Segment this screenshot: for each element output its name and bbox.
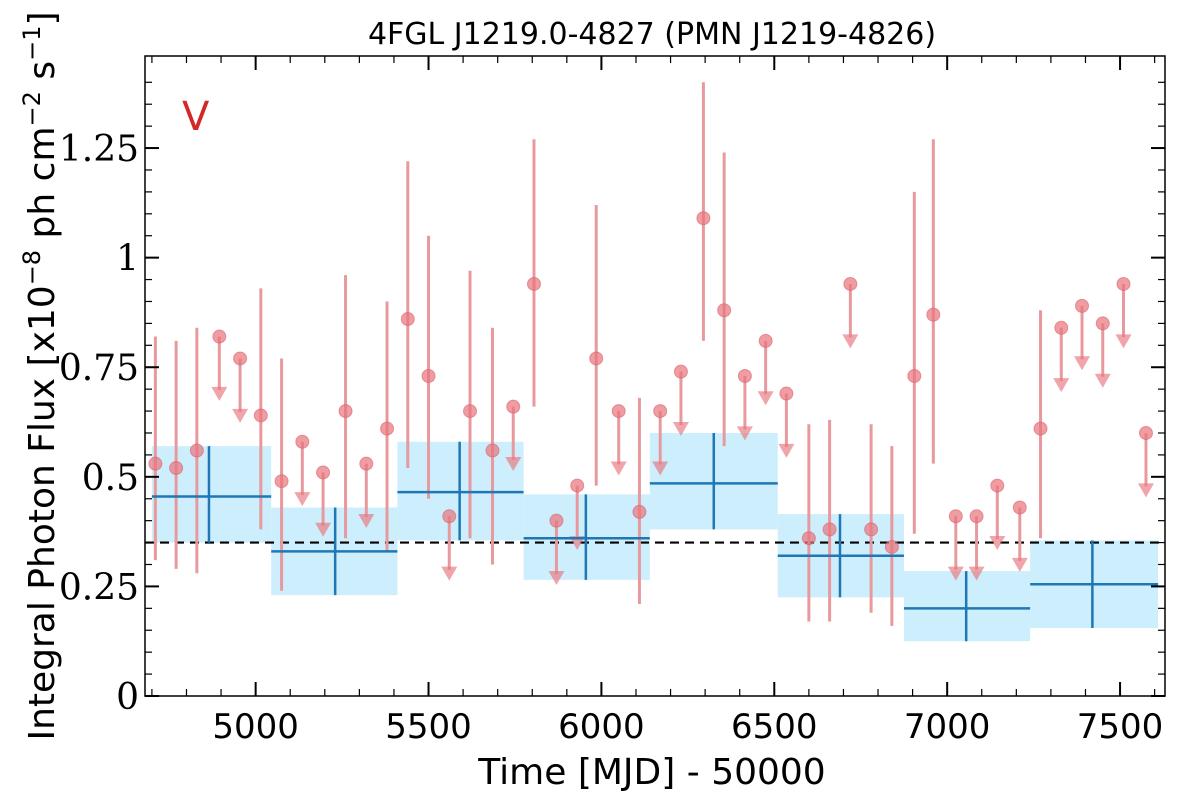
upper-limit-arrow — [315, 522, 332, 537]
upper-limit-point — [948, 509, 963, 524]
x-tick-label: 5500 — [385, 707, 472, 747]
upper-limit-arrow — [358, 514, 375, 529]
detection-point — [589, 351, 604, 366]
detection-point — [485, 443, 500, 458]
upper-limit-arrow — [294, 492, 311, 507]
detection-point — [632, 504, 647, 519]
upper-limit-arrow — [672, 421, 689, 436]
upper-limit-point — [611, 404, 626, 419]
upper-limit-arrow — [778, 443, 795, 458]
y-tick-label: 0.5 — [82, 458, 139, 499]
x-tick-label: 7000 — [904, 707, 991, 747]
x-tick-label: 7500 — [1077, 707, 1164, 747]
upper-limit-point — [1138, 425, 1153, 440]
upper-limit-point — [1095, 316, 1110, 331]
detection-point — [864, 522, 879, 537]
upper-limit-point — [506, 399, 521, 414]
detection-point — [148, 456, 163, 471]
upper-limit-arrow — [842, 334, 859, 349]
detection-point — [380, 421, 395, 436]
detection-point — [884, 539, 899, 554]
upper-limit-arrow — [1115, 334, 1132, 349]
upper-limit-arrow — [1053, 378, 1070, 393]
plot-frame — [144, 55, 1166, 697]
detection-point — [696, 211, 711, 226]
x-tick-label: 5000 — [212, 707, 299, 747]
detection-point — [421, 369, 436, 383]
detection-point — [717, 303, 732, 318]
upper-limit-arrow — [505, 457, 522, 472]
upper-limit-arrow — [232, 408, 249, 423]
ticks-layer: 5000 5500 6000 6500 7000 7500 0 0.25 0.5 0.75 1 1.2… — [59, 56, 1165, 747]
detection-point — [338, 404, 353, 419]
upper-limit-arrow — [968, 566, 985, 581]
upper-limit-arrow — [548, 571, 565, 586]
upper-limit-arrow — [610, 461, 627, 476]
annotation-label: V — [182, 94, 210, 140]
upper-limit-arrow — [652, 461, 669, 476]
upper-limit-arrow — [1074, 356, 1091, 371]
upper-limit-arrow — [736, 426, 753, 441]
x-tick-label: 6500 — [731, 707, 818, 747]
y-tick-label: 0 — [116, 677, 139, 718]
upper-limit-arrow — [569, 535, 586, 550]
upper-limit-point — [359, 456, 374, 471]
upper-limit-arrow — [211, 386, 228, 401]
upper-limit-point — [969, 509, 984, 524]
upper-limit-point — [295, 434, 310, 449]
upper-limit-point — [990, 478, 1005, 493]
upper-limit-arrow — [947, 566, 964, 581]
upper-limit-point — [549, 513, 564, 528]
upper-limit-point — [212, 329, 227, 344]
upper-limit-arrow — [757, 391, 774, 406]
upper-limit-point — [737, 369, 752, 383]
detection-point — [526, 276, 541, 291]
upper-limit-point — [1075, 298, 1090, 313]
detection-point — [926, 307, 941, 322]
upper-limit-point — [758, 333, 773, 348]
detection-point — [400, 312, 415, 327]
upper-limit-arrow — [989, 535, 1006, 550]
detection-point — [1033, 421, 1048, 436]
detection-point — [189, 443, 204, 458]
bin-marker-layer — [151, 432, 1159, 642]
upper-limit-point — [843, 276, 858, 291]
y-tick-label: 0.25 — [59, 567, 139, 608]
upper-limit-point — [653, 404, 668, 419]
upper-limit-arrow — [1094, 373, 1111, 388]
points-layer — [148, 211, 1154, 586]
chart-title: 4FGL J1219.0-4827 (PMN J1219-4826) — [368, 17, 936, 52]
upper-limit-arrow — [1011, 557, 1028, 572]
detection-point — [801, 531, 816, 546]
y-axis-title: Integral Photon Flux [x10−8 ph cm−2 s−1] — [18, 11, 63, 740]
y-tick-label: 1.25 — [59, 129, 139, 170]
upper-limit-arrow — [441, 566, 458, 581]
x-tick-label: 6000 — [558, 707, 645, 747]
upper-limit-point — [1054, 320, 1069, 335]
bin-uncertainty-box — [151, 446, 272, 543]
detection-point — [822, 522, 837, 537]
upper-limit-arrow — [1137, 483, 1154, 498]
upper-limit-point — [1116, 276, 1131, 291]
upper-limit-point — [442, 509, 457, 524]
upper-limit-point — [673, 364, 688, 379]
upper-limit-point — [316, 465, 331, 480]
detection-point — [253, 408, 268, 423]
upper-limit-point — [779, 386, 794, 401]
detection-point — [907, 369, 922, 383]
x-axis-title: Time [MJD] - 50000 — [477, 752, 825, 793]
detection-point — [169, 461, 184, 476]
detection-point — [274, 474, 289, 489]
upper-limit-point — [1012, 500, 1027, 515]
y-tick-label: 0.75 — [59, 348, 139, 389]
y-tick-label: 1 — [116, 239, 139, 280]
upper-limit-point — [570, 478, 585, 493]
upper-limit-point — [233, 351, 248, 366]
detection-point — [463, 404, 478, 419]
